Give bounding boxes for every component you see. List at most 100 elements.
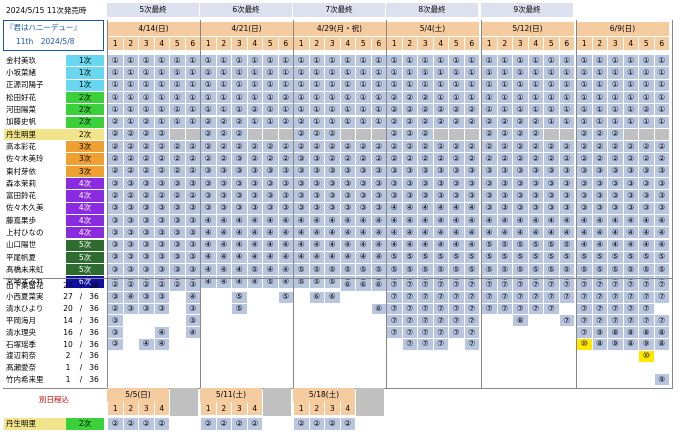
slot-cell: ⑩ [639,350,654,362]
slot-cell: ① [108,91,123,104]
slot-cell: ④ [247,214,262,227]
slot-cell: ② [433,104,448,116]
slot-cell: ① [356,91,371,104]
extra-member-rank: 2次 [66,418,104,430]
slot-cell: ⑤ [263,276,278,288]
slot-cell: ③ [482,165,497,177]
slot-cell: ⑥ [371,303,386,315]
slot-cell: ③ [449,190,464,202]
lower-member-name: 清水理央 [6,327,36,337]
slot-cell: ② [402,128,417,141]
part-number: 6 [559,37,574,50]
slot-cell: ① [123,79,138,91]
slot-cell: ③ [232,178,247,190]
slot-cell: ② [577,141,592,153]
slot-cell: ① [294,55,309,67]
slot-cell: ⑦ [623,315,638,327]
slot-cell: ① [325,55,340,67]
slot-cell: ② [433,116,448,128]
slot-cell: ⑦ [592,280,607,291]
slot-cell: ① [528,91,543,104]
slot-cell: ④ [654,239,669,251]
slot-cell: ① [247,116,262,128]
slot-cell: ③ [170,239,185,251]
slot-cell: ③ [278,190,293,202]
slot-cell: ④ [371,239,386,251]
slot-cell: ⑦ [433,303,448,315]
slot-cell [247,128,262,141]
slot-cell: ① [123,104,138,116]
slot-cell: ② [623,153,638,165]
slot-cell: ③ [201,190,216,202]
slot-cell: ② [387,141,402,153]
slot-cell: ② [108,165,123,177]
slot-cell: ⑦ [497,303,512,315]
slot-cell: ② [418,91,433,104]
slot-cell: ① [528,104,543,116]
slot-cell: ④ [278,276,293,288]
slot-cell: ② [482,153,497,165]
slot-cell: ④ [513,227,528,239]
slot-cell: ③ [170,227,185,239]
slot-cell: ① [497,55,512,67]
slot-cell: ① [592,104,607,116]
grid-line [200,20,201,388]
slot-cell [371,128,386,141]
slot-cell: ② [325,128,340,141]
part-number: 4 [154,37,169,50]
slot-cell: ① [544,67,559,79]
slot-cell: ④ [263,214,278,227]
slot-cell [170,128,185,141]
slot-cell: ③ [639,190,654,202]
date-header: 4/14(日) [107,22,200,36]
slot-cell: ⑤ [278,291,293,303]
slot-cell: ⑦ [592,291,607,303]
slot-cell: ① [544,104,559,116]
slot-cell: ⑦ [464,327,479,338]
group-name: 『君はハニーデュー』 [6,23,81,33]
slot-cell: ① [263,116,278,128]
slot-cell: ⑨ [654,374,669,386]
slot-cell: ② [497,141,512,153]
slot-cell: ① [185,116,200,128]
slot-cell: ② [402,116,417,128]
slot-cell: ② [497,153,512,165]
slot-cell [623,128,638,141]
slot-cell: ⑦ [608,280,623,291]
slot-cell: ③ [278,178,293,190]
extra-date-header: 5/18(土) [293,388,355,402]
slot-cell: ① [577,91,592,104]
slot-cell: ② [294,141,309,153]
slot-cell: ⑤ [513,251,528,264]
slot-cell: ③ [139,251,154,264]
slot-cell [185,128,200,141]
slot-cell: ③ [108,227,123,239]
slot-cell: ③ [139,303,154,315]
part-number: 1 [387,37,402,50]
member-name: 平尾帆夏 [4,251,66,264]
slot-cell: ③ [123,227,138,239]
slot-cell: ③ [608,202,623,214]
slot-cell: ① [123,67,138,79]
slot-cell: ④ [340,214,355,227]
slot-cell: ② [544,153,559,165]
slot-cell: ④ [185,291,200,303]
extra-part-number: 2 [123,402,138,415]
slot-cell: ④ [201,239,216,251]
member-rank: 5次 [66,239,104,251]
slot-cell: ④ [325,227,340,239]
lower-member-count: 20 [63,304,73,314]
member-name: 東村芽依 [4,165,66,177]
slot-cell: ① [263,67,278,79]
slot-cell: ③ [654,165,669,177]
extra-gap [170,388,198,416]
slot-cell: ⑦ [497,291,512,303]
slot-cell: ⑧ [592,339,607,350]
slot-cell: ③ [639,178,654,190]
slot-cell: ④ [154,327,169,338]
slot-cell: ③ [294,178,309,190]
slot-cell: ④ [340,227,355,239]
slot-cell: ④ [325,214,340,227]
part-number: 6 [654,37,669,50]
lower-member-total: 36 [89,316,99,326]
